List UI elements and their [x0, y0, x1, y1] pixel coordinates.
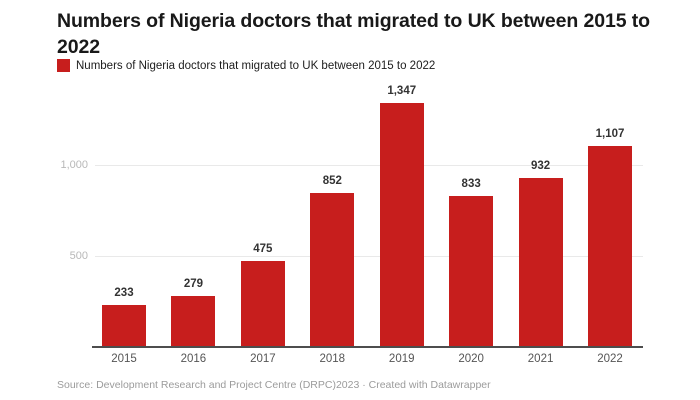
x-axis-label-2015: 2015 [111, 353, 137, 365]
bar-value-label: 279 [183, 278, 204, 290]
legend-label: Numbers of Nigeria doctors that migrated… [76, 59, 436, 72]
bar-value-label: 1,347 [387, 85, 417, 97]
bar-2017 [240, 261, 285, 347]
source-note: Source: Development Research and Project… [57, 379, 491, 391]
bar-value-label: 1,107 [595, 128, 625, 140]
gridline-1000 [95, 165, 643, 167]
gridline-500 [95, 255, 643, 257]
bar-value-label: 932 [530, 160, 551, 172]
chart-title: Numbers of Nigeria doctors that migrated… [57, 10, 650, 58]
x-axis-label-2017: 2017 [250, 353, 276, 365]
bar-value-label: 852 [322, 175, 342, 187]
bar-value-label: 833 [461, 178, 481, 190]
x-axis-label-2016: 2016 [180, 353, 207, 365]
x-axis-label-2021: 2021 [527, 353, 554, 365]
x-axis-line [92, 346, 643, 348]
x-axis-label-2022: 2022 [597, 353, 623, 365]
legend: Numbers of Nigeria doctors that migrated… [57, 59, 435, 72]
legend-swatch [57, 59, 70, 72]
bar-2016 [171, 296, 216, 347]
bar-2022 [588, 146, 632, 347]
bar-2021 [518, 178, 563, 347]
bar-2019 [379, 103, 424, 347]
x-axis-label-2018: 2018 [319, 353, 346, 365]
y-axis-tick-label: 500 [69, 249, 88, 262]
x-axis-label-2019: 2019 [388, 353, 415, 365]
bar-2018 [310, 193, 355, 347]
bar-value-label: 475 [253, 243, 273, 255]
bar-2015 [102, 305, 146, 347]
x-axis-label-2020: 2020 [458, 353, 484, 365]
bar-2020 [449, 196, 494, 347]
bar-value-label: 233 [114, 287, 134, 299]
y-axis-tick-label: 1,000 [60, 159, 88, 172]
